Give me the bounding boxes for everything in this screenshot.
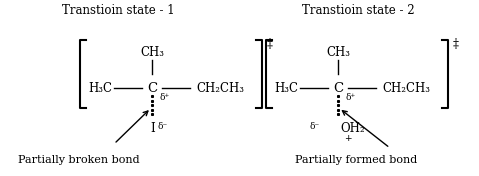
Text: δ⁻: δ⁻ [310,122,320,131]
Text: OH₂: OH₂ [340,122,365,135]
Text: δ⁺: δ⁺ [346,93,356,102]
Text: CH₂CH₃: CH₂CH₃ [382,81,430,95]
Text: CH₂CH₃: CH₂CH₃ [196,81,244,95]
Text: H₃C: H₃C [274,81,298,95]
Text: H₃C: H₃C [88,81,112,95]
Text: ‡: ‡ [267,38,273,51]
Text: δ⁺: δ⁺ [160,93,170,102]
Text: Partially broken bond: Partially broken bond [18,155,139,165]
Text: Transtioin state - 2: Transtioin state - 2 [302,4,414,17]
Text: ‡: ‡ [453,38,459,51]
Text: I: I [150,122,155,135]
Text: C: C [333,81,343,95]
Text: Transtioin state - 1: Transtioin state - 1 [62,4,174,17]
Text: +: + [344,134,352,143]
Text: C: C [147,81,157,95]
Text: CH₃: CH₃ [326,46,350,59]
Text: δ⁻: δ⁻ [158,122,168,131]
Text: CH₃: CH₃ [140,46,164,59]
Text: Partially formed bond: Partially formed bond [295,155,417,165]
